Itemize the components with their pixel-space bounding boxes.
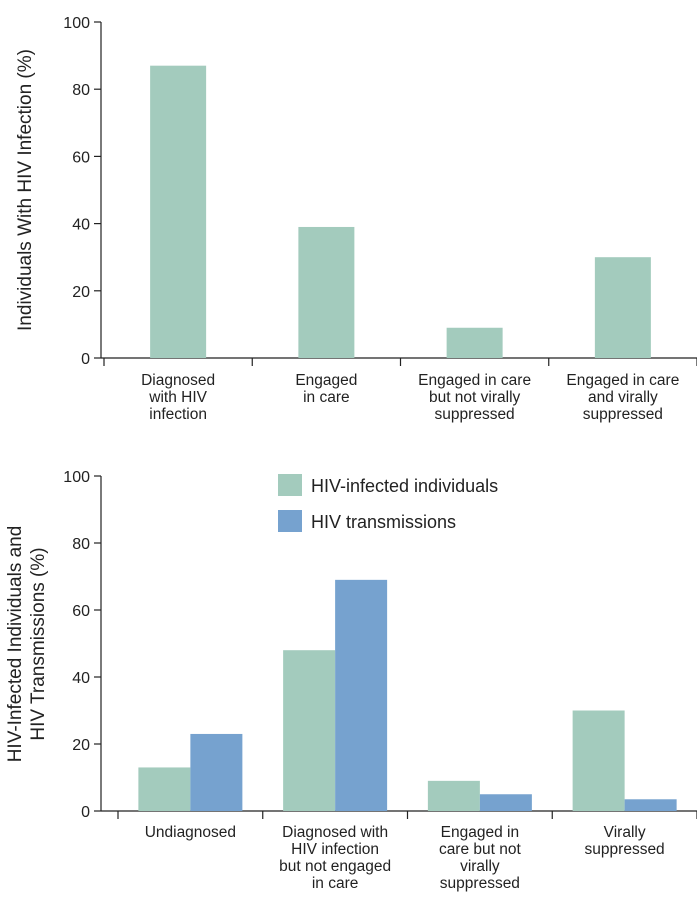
chart-bottom-y-axis-title-line: HIV-Infected Individuals and: [5, 526, 26, 763]
chart-bottom-bar-s1-c0: [190, 733, 243, 811]
chart-bottom-y-tick-label: 0: [81, 804, 90, 821]
chart-top-bar-s0-c0: [150, 65, 207, 359]
chart-bottom-category-label-line: HIV infection: [291, 841, 379, 858]
chart-bottom-y-axis-title-line: HIV Transmissions (%): [28, 547, 49, 740]
chart-bottom-category-label-line: Diagnosed with: [282, 824, 388, 841]
chart-top-y-tick-label: 20: [72, 284, 90, 301]
chart-top-category-label-line: Engaged in care: [418, 372, 531, 389]
chart-top-category-label: Engaged in care: [295, 372, 357, 406]
chart-bottom-category-label-line: but not engaged: [279, 858, 391, 875]
chart-top-bar-s0-c2: [446, 327, 503, 358]
chart-top-y-tick-label: 60: [72, 149, 90, 166]
chart-bottom-y-axis-title-text: HIV-Infected Individuals and HIV Transmis…: [5, 526, 49, 763]
chart-bottom-bar-s1-c3: [624, 799, 677, 811]
chart-bottom-category-label-line: suppressed: [585, 841, 665, 858]
chart-top-category-label: Engaged in care but not virally suppressed: [418, 372, 531, 423]
legend-label-infected: HIV-infected individuals: [311, 476, 498, 496]
chart-bottom-category-label-line: suppressed: [440, 875, 520, 892]
chart-top-y-axis-title: Individuals With HIV Infection (%): [15, 49, 36, 331]
legend-label-transmissions: HIV transmissions: [311, 512, 456, 532]
chart-bottom-y-tick-label: 80: [72, 536, 90, 553]
chart-bottom-bar-s0-c1: [283, 650, 336, 811]
chart-bottom-category-label-line: Engaged in: [441, 824, 519, 841]
chart-top-category-label-line: suppressed: [435, 406, 515, 423]
chart-bottom-bar-s1-c2: [479, 794, 532, 811]
chart-bottom-category-label-line: in care: [312, 875, 359, 892]
chart-bottom-bar-s0-c2: [427, 780, 480, 811]
chart-top-y-tick-label: 100: [63, 15, 90, 32]
chart-top-bar-s0-c1: [298, 226, 355, 358]
chart-top-category-labels: Diagnosed with HIV infection Engaged in care…: [141, 372, 679, 423]
chart-top-category-label: Engaged in care and virally suppressed: [566, 372, 679, 423]
chart-bottom-y-ticks: 0 20 40 60 80 100: [63, 469, 101, 821]
chart-top-y-ticks: 0 20 40 60 80 100: [63, 15, 101, 368]
chart-bottom-category-label: Diagnosed with HIV infection but not engag…: [279, 824, 391, 892]
chart-bottom-category-label-line: Undiagnosed: [145, 824, 236, 841]
legend-swatch-infected: [278, 474, 302, 496]
chart-bottom-bar-s0-c3: [572, 710, 625, 811]
chart-top-category-label-line: suppressed: [583, 406, 663, 423]
chart-bottom-bar-s0-c0: [138, 767, 191, 811]
chart-bottom-y-tick-label: 20: [72, 737, 90, 754]
chart-bottom-category-labels: Undiagnosed Diagnosed with HIV infection bu…: [145, 824, 665, 892]
legend-swatch-transmissions: [278, 510, 302, 532]
chart-top-category-label-line: but not virally: [429, 389, 521, 406]
chart-top-category-label-line: Engaged in care: [566, 372, 679, 389]
chart-bottom-category-label: Engaged in care but not virally suppressed: [439, 824, 522, 892]
chart-top-category-label-line: Engaged: [295, 372, 357, 389]
chart-top-category-label-line: Diagnosed: [141, 372, 215, 389]
chart-bottom-legend: HIV-infected individuals HIV transmissio…: [278, 474, 498, 532]
chart-top-bars: [150, 65, 651, 359]
chart-bottom-bar-s1-c1: [335, 579, 388, 811]
chart-bottom-category-label: Undiagnosed: [145, 824, 236, 841]
chart-top-category-label-line: and virally: [588, 389, 658, 406]
chart-bottom-bars: [138, 579, 677, 811]
chart-bottom-category-label: Virally suppressed: [585, 824, 665, 858]
chart-bottom-y-axis-title: HIV-Infected Individuals and HIV Transmis…: [5, 526, 49, 763]
chart-bottom-category-label-line: virally: [460, 858, 500, 875]
chart-top-bar-s0-c3: [594, 257, 651, 358]
chart-top-y-tick-label: 0: [81, 351, 90, 368]
chart-top-category-label-line: infection: [149, 406, 207, 423]
chart-top-y-tick-label: 80: [72, 82, 90, 99]
chart-top: 0 20 40 60 80 100 Diagnosed with HIV infection E…: [15, 15, 697, 423]
chart-top-category-label-line: with HIV: [148, 389, 207, 406]
chart-top-y-tick-label: 40: [72, 217, 90, 234]
chart-bottom-category-label-line: care but not: [439, 841, 522, 858]
chart-bottom-y-tick-label: 100: [63, 469, 90, 486]
chart-bottom-y-tick-label: 40: [72, 670, 90, 687]
chart-top-category-label-line: in care: [303, 389, 350, 406]
chart-bottom-category-label-line: Virally: [604, 824, 646, 841]
chart-bottom-y-tick-label: 60: [72, 603, 90, 620]
chart-top-category-label: Diagnosed with HIV infection: [141, 372, 215, 423]
